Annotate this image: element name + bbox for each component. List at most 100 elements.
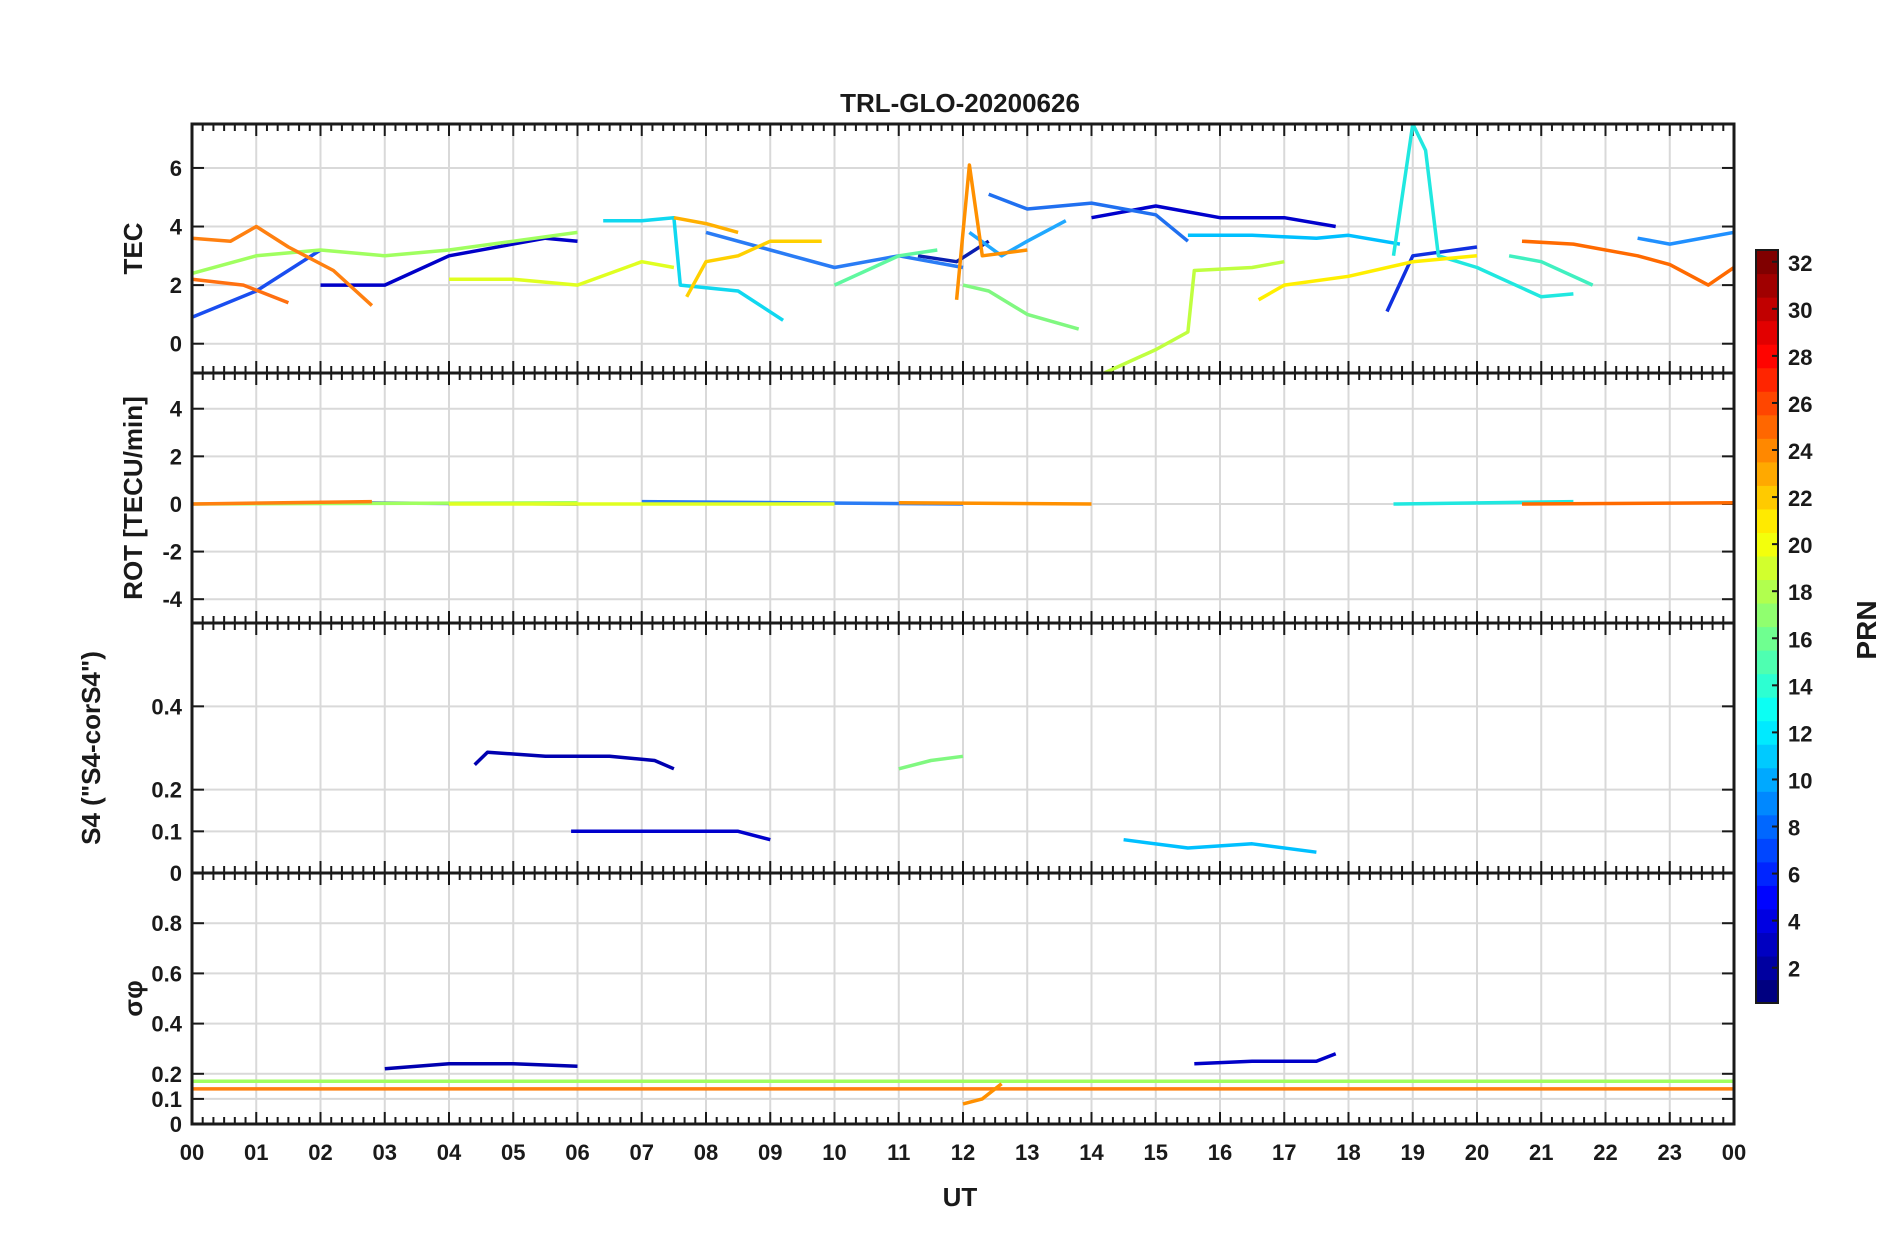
series-prn-2 (384, 1062, 578, 1071)
series-prn-23 (898, 501, 1092, 506)
x-tick-label: 20 (1465, 1140, 1489, 1165)
x-tick-label: 07 (630, 1140, 654, 1165)
colorbar-segment (1756, 508, 1778, 533)
colorbar-tick-label: 6 (1788, 863, 1800, 888)
y-tick-label: 4 (170, 215, 183, 240)
series-prn-9 (1637, 230, 1734, 246)
x-tick-label: 05 (501, 1140, 525, 1165)
colorbar-tick-label: 12 (1788, 721, 1812, 746)
series-prn-19 (449, 259, 675, 287)
x-tick-label: 13 (1015, 1140, 1039, 1165)
series-prn-2 (473, 750, 675, 771)
y-axis-label: S4 ("S4-corS4") (76, 651, 106, 845)
x-tick-label: 18 (1336, 1140, 1360, 1165)
series-prn-13 (1393, 499, 1574, 506)
series-prn-8 (705, 230, 964, 270)
colorbar-tick-label: 18 (1788, 580, 1812, 605)
colorbar-segment (1756, 555, 1778, 581)
colorbar-segment (1756, 791, 1778, 816)
colorbar-segment (1756, 908, 1778, 934)
y-tick-label: -2 (162, 540, 182, 565)
colorbar-segment (1756, 955, 1778, 981)
colorbar-segment (1756, 461, 1778, 486)
colorbar-segment (1756, 485, 1778, 510)
series-prn-23 (954, 163, 1028, 300)
y-tick-label: 0 (170, 332, 182, 357)
x-tick-label: 08 (694, 1140, 718, 1165)
series-prn-22 (673, 215, 739, 235)
colorbar-segment (1756, 414, 1778, 439)
colorbar-segment (1756, 532, 1778, 557)
x-tick-label: 22 (1593, 1140, 1617, 1165)
y-tick-label: 0.2 (151, 1062, 182, 1087)
x-tick-label: 10 (822, 1140, 846, 1165)
y-tick-label: 4 (170, 397, 183, 422)
colorbar-tick-label: 10 (1788, 768, 1812, 793)
colorbar-segment (1756, 885, 1778, 910)
panel-sigma_phi: 00.10.2 0.4 0.6 0.8 σφ (118, 871, 1736, 1137)
y-tick-label: 0 (170, 1112, 182, 1137)
series-prn-24 (192, 224, 374, 307)
chart-title: TRL-GLO-20200626 (840, 88, 1080, 118)
series-prn-13 (1391, 124, 1574, 299)
colorbar-segment (1756, 320, 1778, 345)
y-tick-label: 0 (170, 492, 182, 517)
colorbar-segment (1756, 579, 1778, 604)
series-prn-14 (1508, 254, 1594, 287)
colorbar-label: PRN (1851, 600, 1882, 659)
colorbar-tick-label: 26 (1788, 392, 1812, 417)
colorbar-segment (1756, 391, 1778, 416)
x-tick-label: 15 (1144, 1140, 1168, 1165)
colorbar-tick-label: 28 (1788, 345, 1812, 370)
series-prn-25 (192, 277, 290, 305)
x-axis-label: UT (943, 1182, 978, 1212)
series-prn-4 (571, 829, 771, 842)
colorbar-tick-label: 20 (1788, 533, 1812, 558)
y-tick-label: 2 (170, 444, 182, 469)
colorbar-segment (1756, 602, 1778, 628)
y-axis-label: ROT [TECU/min] (118, 396, 148, 600)
x-tick-label: 02 (308, 1140, 332, 1165)
panel-tec: 0 2 4 6 TEC (118, 122, 1736, 375)
y-tick-label: 0 (170, 861, 182, 886)
colorbar-segment (1756, 814, 1778, 839)
colorbar-segment (1756, 932, 1778, 957)
x-tick-label: 23 (1658, 1140, 1682, 1165)
y-axis-label: σφ (118, 980, 148, 1016)
colorbar-segment (1756, 767, 1778, 792)
panel-s4: 0 0.1 0.2 0.4 S4 ("S4-corS4") (76, 621, 1736, 886)
colorbar-segment (1756, 838, 1778, 863)
colorbar-segment (1756, 744, 1778, 769)
panel-rot: -4 -2 0 2 4 ROT [TECU/min] (118, 371, 1736, 625)
series-group (192, 124, 1734, 373)
series-prn-16 (962, 283, 1080, 331)
series-prn-20 (1257, 254, 1478, 302)
series-prn-11 (1123, 837, 1317, 854)
colorbar-tick-label: 30 (1788, 298, 1812, 323)
y-tick-label: 0.2 (151, 778, 182, 803)
colorbar-segment (1756, 626, 1778, 651)
series-prn-23 (962, 1082, 1003, 1106)
x-tick-label: 00 (180, 1140, 204, 1165)
colorbar-segment (1756, 250, 1778, 275)
series-group (473, 750, 1317, 854)
colorbar-tick-label: 4 (1788, 910, 1801, 935)
colorbar-tick-label: 14 (1788, 674, 1813, 699)
colorbar-segment (1756, 650, 1778, 675)
colorbar-tick-label: 22 (1788, 486, 1812, 511)
y-tick-label: 0.1 (151, 819, 182, 844)
colorbar-segment (1756, 367, 1778, 392)
x-tick-label: 03 (373, 1140, 397, 1165)
colorbar-segment (1756, 720, 1778, 745)
x-tick-label: 21 (1529, 1140, 1553, 1165)
series-prn-21 (685, 239, 822, 298)
colorbar-segment (1756, 979, 1778, 1004)
series-prn-3 (1194, 1052, 1337, 1066)
y-tick-label: 0.8 (151, 911, 182, 936)
colorbar-segment (1756, 861, 1778, 886)
series-prn-11 (1187, 233, 1401, 246)
x-tick-label: 16 (1208, 1140, 1232, 1165)
colorbar-segment (1756, 273, 1778, 298)
colorbar-segment (1756, 697, 1778, 722)
